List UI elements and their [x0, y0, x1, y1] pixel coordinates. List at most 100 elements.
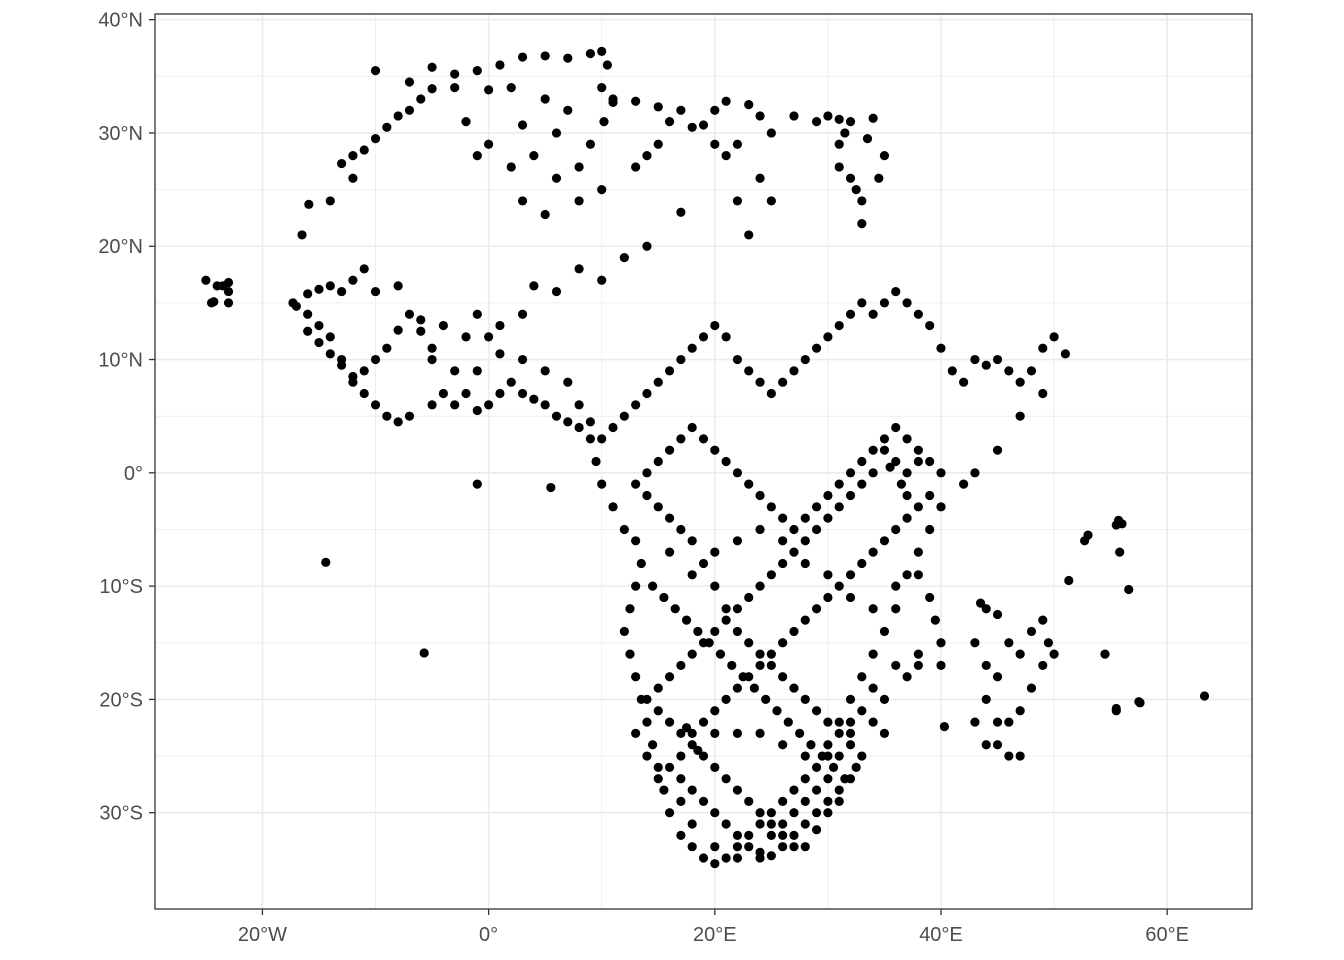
- data-point: [789, 547, 799, 557]
- data-point: [845, 490, 856, 501]
- data-point: [1026, 366, 1037, 376]
- data-point: [970, 717, 980, 727]
- data-point: [732, 842, 743, 852]
- data-point: [936, 343, 946, 353]
- data-point: [828, 762, 839, 772]
- data-point: [857, 196, 867, 206]
- data-point: [913, 456, 923, 467]
- data-point: [845, 694, 856, 705]
- data-point: [348, 151, 358, 161]
- data-point: [653, 762, 663, 772]
- data-point: [811, 117, 822, 127]
- data-point: [642, 694, 652, 705]
- data-point: [1199, 691, 1210, 701]
- x-tick-label: 20°W: [238, 924, 287, 946]
- data-point: [845, 468, 856, 478]
- data-point: [766, 808, 776, 818]
- data-point: [370, 66, 381, 76]
- data-point: [710, 139, 720, 149]
- data-point: [642, 468, 652, 478]
- data-point: [834, 502, 844, 512]
- data-point: [1049, 332, 1059, 342]
- data-point: [845, 173, 856, 183]
- data-point: [314, 284, 324, 294]
- data-point: [811, 808, 822, 818]
- data-point: [625, 649, 635, 659]
- data-point: [687, 740, 697, 750]
- data-point: [823, 796, 833, 806]
- data-point: [495, 320, 505, 331]
- data-point: [698, 558, 709, 569]
- data-point: [642, 717, 652, 727]
- data-point: [778, 796, 788, 806]
- data-point: [642, 388, 652, 399]
- data-point: [981, 694, 991, 705]
- data-point: [845, 309, 856, 319]
- data-point: [687, 422, 697, 433]
- data-point: [800, 694, 810, 705]
- data-point: [811, 343, 822, 353]
- data-point: [472, 366, 482, 376]
- data-point: [732, 785, 743, 795]
- data-point: [834, 796, 844, 806]
- data-point: [698, 751, 709, 761]
- data-point: [1004, 717, 1014, 727]
- data-point: [772, 706, 782, 716]
- data-point: [930, 615, 940, 625]
- grid-lines: [155, 14, 1252, 909]
- data-point: [721, 96, 731, 106]
- data-point: [766, 502, 776, 512]
- data-point: [653, 774, 663, 784]
- data-point: [879, 536, 890, 546]
- data-point: [517, 120, 528, 130]
- data-point: [721, 151, 731, 161]
- data-point: [687, 842, 697, 852]
- data-point: [450, 83, 460, 93]
- data-point: [710, 808, 720, 818]
- data-point: [868, 604, 878, 614]
- data-point: [766, 649, 776, 659]
- data-point: [484, 332, 494, 342]
- data-point: [653, 683, 663, 693]
- data-point: [659, 785, 669, 795]
- data-point: [517, 388, 528, 399]
- data-point: [303, 309, 313, 319]
- data-point: [359, 264, 369, 274]
- data-point: [359, 388, 369, 399]
- data-point: [597, 83, 607, 93]
- data-point: [755, 819, 765, 829]
- data-point: [517, 309, 528, 319]
- data-point: [1038, 615, 1048, 625]
- y-tick-label: 10°S: [99, 576, 143, 598]
- data-point: [597, 185, 607, 195]
- data-point: [416, 94, 426, 104]
- data-point: [710, 445, 720, 455]
- data-point: [653, 502, 663, 512]
- data-point: [585, 417, 596, 427]
- data-point: [913, 502, 923, 512]
- data-point: [913, 570, 923, 580]
- data-point: [687, 536, 697, 546]
- data-point: [676, 207, 686, 217]
- data-point: [681, 615, 692, 625]
- data-point: [874, 173, 884, 183]
- data-point: [416, 326, 426, 336]
- data-point: [721, 774, 731, 784]
- data-point: [506, 162, 516, 172]
- data-point: [789, 626, 799, 637]
- data-point: [676, 774, 686, 784]
- data-point: [687, 122, 697, 132]
- data-point: [868, 309, 878, 319]
- data-point: [670, 604, 680, 614]
- data-point: [778, 740, 788, 750]
- data-point: [959, 479, 969, 489]
- data-point: [370, 400, 381, 410]
- data-point: [546, 482, 556, 493]
- data-point: [857, 751, 867, 761]
- data-point: [738, 672, 748, 682]
- data-point: [687, 785, 697, 795]
- data-point: [834, 717, 844, 727]
- data-point: [868, 445, 878, 455]
- data-point: [778, 558, 788, 569]
- data-point: [744, 479, 754, 489]
